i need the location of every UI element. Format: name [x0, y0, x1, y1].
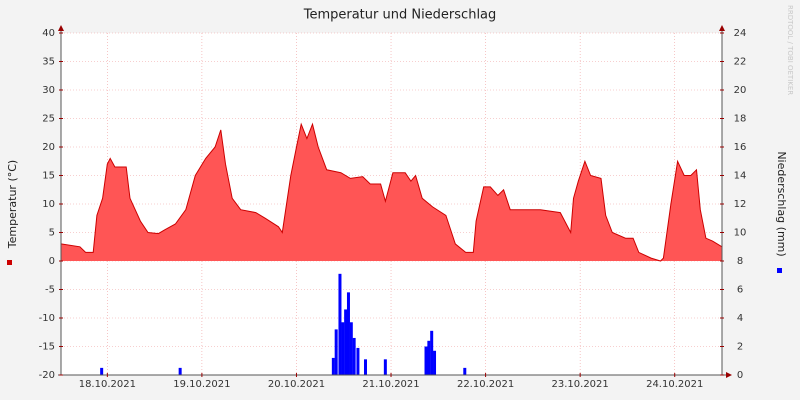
precipitation-bar	[331, 357, 335, 375]
precipitation-bar	[338, 273, 342, 375]
y2-tick-label: 4	[737, 313, 743, 324]
precipitation-bar	[334, 329, 338, 375]
y-tick-label: -5	[45, 285, 55, 296]
watermark: RRDTOOL / TOBI OETIKER	[786, 5, 794, 95]
y-tick-label: 10	[42, 199, 55, 210]
y-tick-label: -15	[39, 342, 55, 353]
y2-tick-label: 20	[734, 85, 747, 96]
x-tick-label: 23.10.2021	[552, 379, 609, 390]
y2-axis-label: Niederschlag (mm)	[775, 151, 788, 256]
y2-tick-label: 10	[734, 228, 747, 239]
precipitation-bar	[344, 309, 348, 375]
temperature-area	[61, 124, 722, 261]
x-tick-label: 21.10.2021	[362, 379, 419, 390]
y2-tick-label: 16	[734, 142, 747, 153]
y-tick-label: 0	[49, 256, 55, 267]
y2-tick-label: 24	[734, 28, 747, 39]
y-axis-label: Temperatur (°C)	[6, 160, 19, 249]
precipitation-bar	[346, 292, 350, 375]
y-tick-label: 5	[49, 228, 55, 239]
x-tick-label: 18.10.2021	[79, 379, 136, 390]
y2-tick-label: 22	[734, 57, 747, 68]
marks	[7, 122, 782, 375]
y-tick-label: 35	[42, 57, 55, 68]
precipitation-bar	[433, 350, 437, 375]
precipitation-bar	[430, 330, 434, 375]
y-tick-label: 20	[42, 142, 55, 153]
y2-tick-label: 0	[737, 370, 743, 381]
precipitation-bar	[363, 359, 367, 375]
axis-arrow	[58, 25, 64, 31]
legend-swatch	[7, 260, 12, 265]
y-tick-label: 40	[42, 28, 55, 39]
y-tick-label: -20	[39, 370, 55, 381]
axis-arrow	[719, 25, 725, 31]
precipitation-bar	[349, 322, 353, 375]
precipitation-bar	[178, 367, 182, 375]
temperature-line	[60, 122, 723, 262]
x-tick-label: 24.10.2021	[646, 379, 703, 390]
y-tick-label: -10	[39, 313, 55, 324]
precipitation-bar	[424, 346, 428, 375]
y2-tick-label: 12	[734, 199, 747, 210]
x-tick-label: 22.10.2021	[457, 379, 514, 390]
precipitation-bar	[356, 347, 360, 375]
y-tick-label: 30	[42, 85, 55, 96]
precipitation-bar	[352, 337, 356, 375]
y-tick-label: 15	[42, 171, 55, 182]
y2-tick-label: 14	[734, 171, 747, 182]
precipitation-bar	[100, 367, 104, 375]
y-tick-label: 25	[42, 114, 55, 125]
legend-swatch	[777, 268, 782, 273]
y2-tick-label: 18	[734, 114, 747, 125]
precipitation-bar	[463, 367, 467, 375]
x-tick-label: 19.10.2021	[173, 379, 230, 390]
chart-title: Temperatur und Niederschlag	[303, 8, 497, 23]
precipitation-bar	[427, 340, 431, 375]
y2-tick-label: 6	[737, 285, 743, 296]
x-tick-label: 20.10.2021	[268, 379, 325, 390]
precipitation-bar	[383, 359, 387, 375]
y2-tick-label: 8	[737, 256, 743, 267]
axes	[58, 25, 732, 378]
precipitation-bar	[341, 322, 345, 375]
y2-tick-label: 2	[737, 342, 743, 353]
labels: -20-15-10-505101520253035400246810121416…	[39, 28, 747, 390]
axis-arrow	[726, 372, 732, 378]
